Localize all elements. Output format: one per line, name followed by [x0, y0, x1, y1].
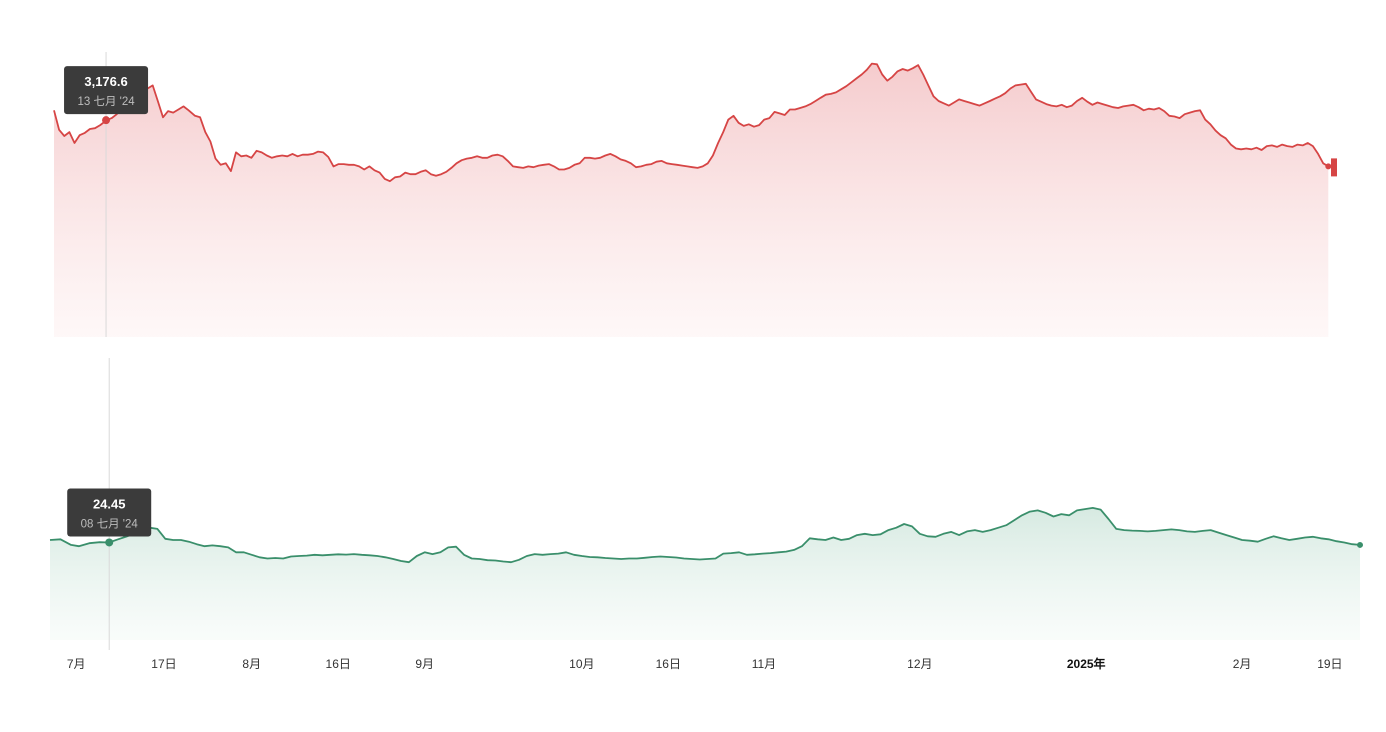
series-area-0: [54, 63, 1329, 337]
x-axis: 7月 17日 8月 16日 9月 10月 16日 11月 12月 2025年 2月 19日: [67, 656, 1343, 671]
tooltip-date: 08 七月 '24: [81, 517, 139, 530]
x-tick-label: 10月: [569, 657, 594, 671]
tooltip-date: 13 七月 '24: [77, 95, 135, 108]
x-tick-label: 2025年: [1067, 656, 1106, 671]
x-tick-label: 9月: [415, 657, 434, 671]
tooltip-box: [67, 488, 152, 537]
x-tick-label: 11月: [752, 657, 776, 671]
tooltip-box: [64, 66, 149, 115]
series-line-1: [49, 507, 1361, 564]
last-price-point: [1357, 541, 1363, 548]
last-price-marker: [1331, 158, 1337, 177]
x-tick-label: 16日: [326, 657, 351, 671]
x-tick-label: 16日: [656, 657, 681, 671]
top-price-panel[interactable]: 3,176.6 13 七月 '24: [53, 52, 1337, 337]
x-tick-label: 19日: [1317, 657, 1342, 671]
bottom-price-panel[interactable]: 24.45 08 七月 '24: [49, 358, 1363, 650]
x-tick-label: 12月: [907, 657, 932, 671]
tooltip-value: 3,176.6: [84, 74, 127, 89]
tooltip: 3,176.6 13 七月 '24: [64, 66, 149, 115]
x-tick-label: 7月: [67, 657, 86, 671]
tooltip: 24.45 08 七月 '24: [67, 488, 152, 537]
hover-point: [102, 116, 111, 125]
x-tick-label: 17日: [151, 657, 176, 671]
series-area-1: [50, 507, 1360, 640]
series-line-0: [53, 62, 1329, 183]
last-price-point: [1325, 163, 1332, 170]
x-tick-label: 8月: [242, 657, 261, 671]
tooltip-value: 24.45: [93, 496, 126, 511]
hover-point: [105, 538, 114, 547]
x-tick-label: 2月: [1233, 657, 1252, 671]
